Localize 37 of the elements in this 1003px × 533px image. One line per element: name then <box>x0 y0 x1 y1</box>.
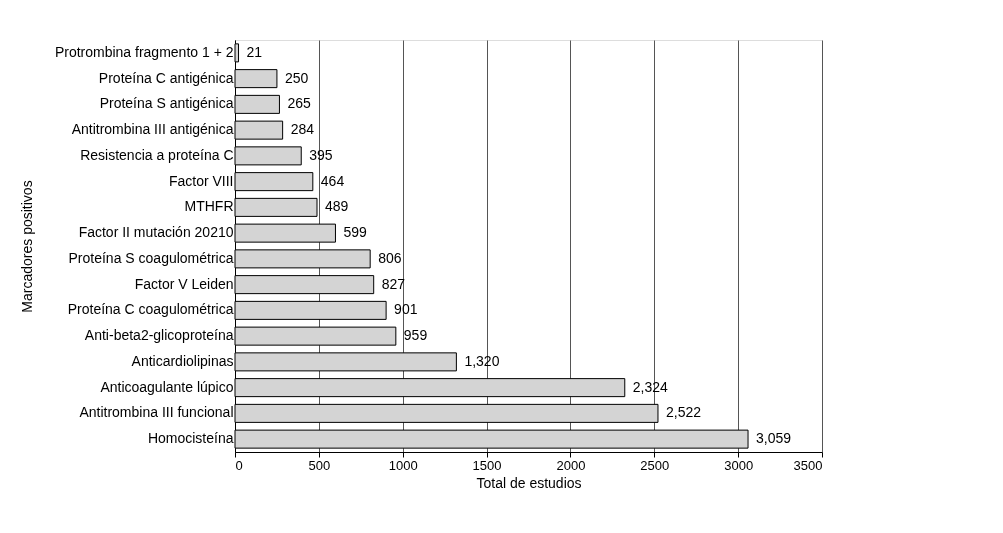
data-label: 806 <box>378 249 402 266</box>
y-tick-label: Protrombina fragmento 1 + 2 <box>54 43 234 60</box>
data-label: 489 <box>325 198 349 215</box>
x-tick-label: 2000 <box>556 457 586 473</box>
y-tick-label: Factor II mutación 20210 <box>78 224 234 241</box>
y-tick-label: MTHFR <box>184 198 234 215</box>
x-tick-label: 1500 <box>472 457 502 473</box>
y-tick-label: Antitrombina III antigénica <box>71 121 234 138</box>
y-tick-label: Anticardiolipinas <box>131 352 234 369</box>
x-tick-label: 0 <box>235 457 243 473</box>
y-tick-label: Proteína C coagulométrica <box>67 301 234 318</box>
data-label: 284 <box>290 121 315 138</box>
x-tick-label: 3000 <box>724 457 754 473</box>
data-label: 464 <box>320 172 345 189</box>
x-tick-label: 1000 <box>388 457 418 473</box>
y-axis-title: Marcadores positivos <box>18 180 35 313</box>
y-tick-label: Antitrombina III funcional <box>79 404 234 421</box>
y-tick-label: Proteína S coagulométrica <box>68 249 234 266</box>
data-label: 3,059 <box>756 430 792 447</box>
y-tick-label: Proteína C antigénica <box>98 69 234 86</box>
data-label: 265 <box>287 95 312 112</box>
data-label: 21 <box>246 43 263 60</box>
x-tick-label: 500 <box>308 457 331 473</box>
x-tick-label: 3500 <box>793 457 823 473</box>
y-tick-label: Resistencia a proteína C <box>80 146 234 163</box>
y-tick-label: Homocisteína <box>147 430 234 447</box>
y-tick-label: Anti-beta2-glicoproteína <box>84 327 234 344</box>
x-tick-label: 2500 <box>640 457 670 473</box>
y-tick-label: Factor V Leiden <box>134 275 234 292</box>
y-tick-label: Anticoagulante lúpico <box>100 378 234 395</box>
data-label: 959 <box>403 327 428 344</box>
x-axis-title: Total de estudios <box>476 474 582 491</box>
data-label: 2,522 <box>665 404 702 421</box>
y-tick-label: Proteína S antigénica <box>99 95 234 112</box>
data-label: 250 <box>284 69 309 86</box>
y-tick-label: Factor VIII <box>168 172 234 189</box>
data-label: 599 <box>343 224 368 241</box>
